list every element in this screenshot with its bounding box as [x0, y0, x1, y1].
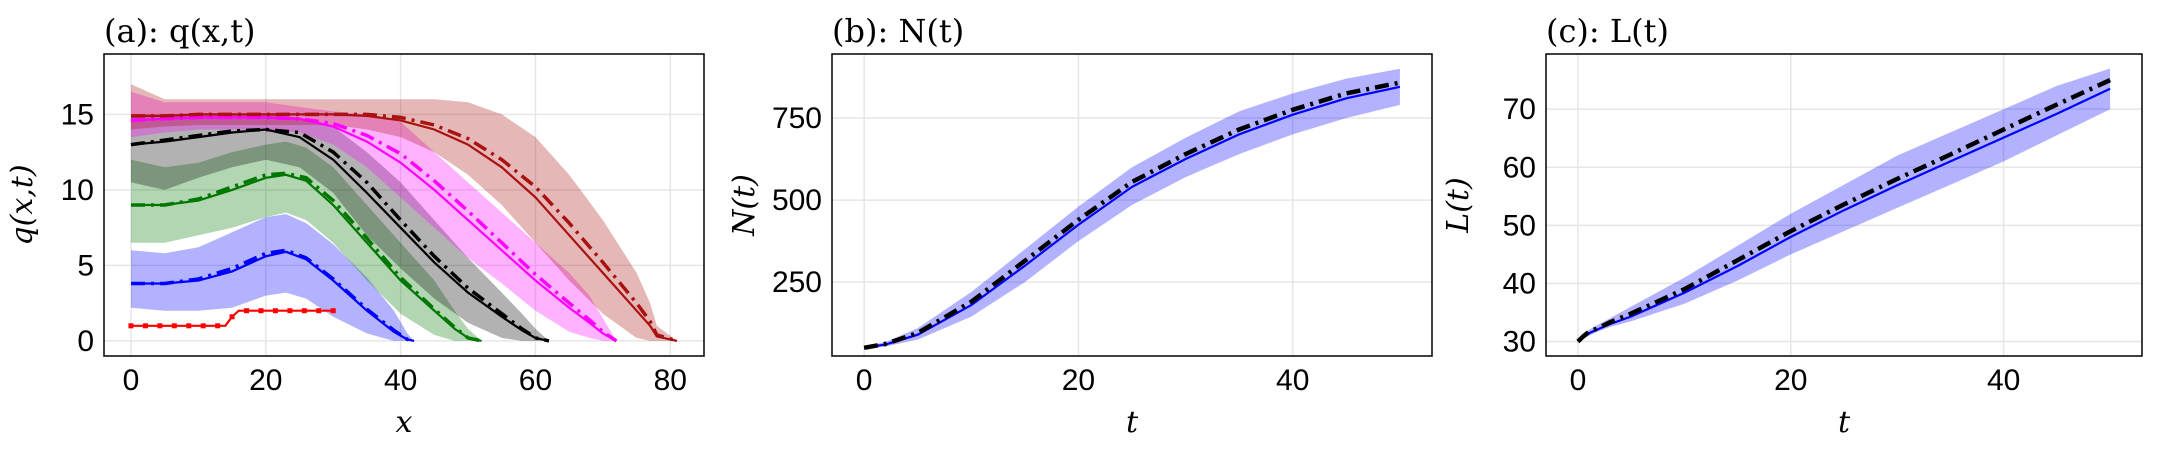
x-tick-label: 20 [249, 364, 282, 397]
x-tick-label: 40 [1276, 364, 1309, 397]
y-axis-label-c: L(t) [1441, 177, 1476, 233]
axes-frame-c [1545, 53, 2143, 357]
confidence-band-b-0 [864, 68, 1400, 349]
x-tick-label: 80 [654, 364, 687, 397]
y-tick-label: 500 [772, 184, 822, 217]
axes-frame-b [831, 53, 1433, 357]
y-tick-label: 40 [1503, 267, 1536, 300]
series-dashdot-a-1 [131, 248, 415, 343]
series-marker-a [229, 314, 235, 320]
series-line-a-5 [131, 113, 678, 342]
panel-b: 0 20 40 250 500 750 (b): N(t) t N(t) [727, 12, 1433, 440]
x-tick-label: 20 [1774, 364, 1807, 397]
series-marker-a [272, 308, 278, 314]
series-marker-a [142, 323, 148, 329]
y-tick-label: 10 [61, 174, 94, 207]
panel-c: 0 20 40 30 40 50 60 70 (c): L(t) t L(t) [1441, 12, 2143, 440]
series-dashdot-c-0 [1576, 78, 2112, 344]
chart-title-b: (b): N(t) [832, 12, 964, 50]
series-line-a-0 [131, 309, 334, 327]
series-marker-a [287, 308, 293, 314]
plot-area-a [128, 84, 678, 343]
x-tick-label: 20 [1062, 364, 1095, 397]
series-marker-a [128, 323, 134, 329]
series-line-c-0 [1577, 87, 2111, 343]
y-tick-label: 5 [77, 249, 94, 282]
x-tick-label: 0 [1570, 364, 1587, 397]
chart-title-a: (a): q(x,t) [104, 12, 256, 50]
x-axis-label-c: t [1838, 405, 1851, 440]
x-tick-label: 0 [856, 364, 873, 397]
plot-area-b [863, 68, 1401, 351]
series-dashdot-a-2 [131, 171, 482, 343]
x-tick-label: 0 [123, 364, 140, 397]
confidence-band-a-1 [131, 214, 415, 341]
y-tick-label: 0 [77, 325, 94, 358]
x-tick-label: 40 [384, 364, 417, 397]
y-tick-label: 250 [772, 266, 822, 299]
series-dashdot-a-4 [130, 115, 618, 343]
series-marker-a [258, 308, 264, 314]
series-dashdot-b-0 [863, 80, 1401, 351]
chart-title-c: (c): L(t) [1546, 12, 1669, 50]
series-marker-a [215, 323, 221, 329]
series-marker-a [244, 308, 250, 314]
series-marker-a [171, 323, 177, 329]
x-tick-label: 60 [519, 364, 552, 397]
plot-area-c [1576, 68, 2112, 344]
panel-a: 0 20 40 60 80 0 5 10 15 (a): q(x,t) x q(x,t) [5, 12, 705, 440]
x-axis-label-b: t [1126, 405, 1139, 440]
y-tick-label: 60 [1503, 151, 1536, 184]
y-tick-label: 15 [61, 98, 94, 131]
series-dashdot-a-3 [130, 127, 550, 343]
axes-frame-a [103, 53, 705, 357]
confidence-band-a-3 [131, 114, 549, 341]
confidence-band-a-4 [131, 91, 617, 341]
series-marker-a [157, 323, 163, 329]
y-axis-label-a: q(x,t) [5, 164, 40, 245]
y-tick-label: 50 [1503, 209, 1536, 242]
series-marker-a [186, 323, 192, 329]
confidence-band-a-5 [131, 84, 677, 341]
series-marker-a [200, 323, 206, 329]
y-tick-label: 30 [1503, 325, 1536, 358]
series-marker-a [301, 308, 307, 314]
x-axis-label-a: x [396, 405, 413, 440]
y-tick-label: 750 [772, 102, 822, 135]
x-tick-label: 40 [1987, 364, 2020, 397]
series-marker-a [316, 308, 322, 314]
series-marker-a [330, 308, 336, 314]
y-tick-label: 70 [1503, 93, 1536, 126]
y-axis-label-b: N(t) [727, 174, 762, 237]
